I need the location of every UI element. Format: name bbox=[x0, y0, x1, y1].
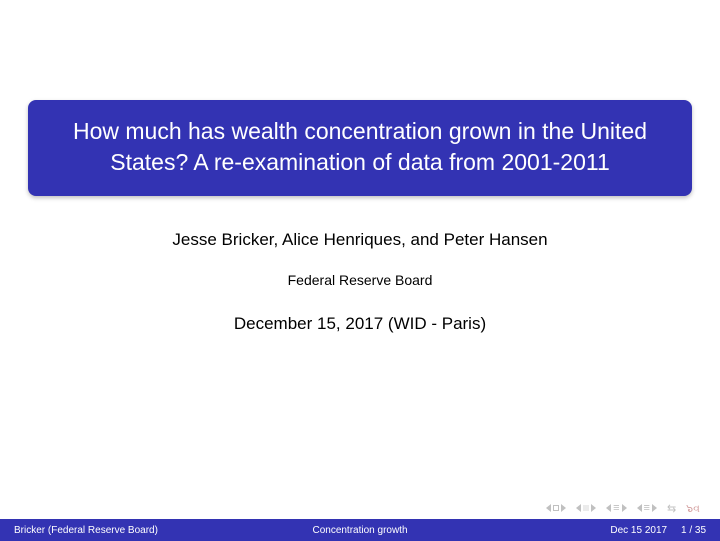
slide: How much has wealth concentration grown … bbox=[0, 0, 720, 541]
nav-back-forward-icon[interactable]: ⇆ bbox=[667, 502, 676, 515]
footer-bar: Bricker (Federal Reserve Board) Concentr… bbox=[0, 519, 720, 541]
footer-author: Bricker (Federal Reserve Board) bbox=[0, 525, 245, 536]
institution: Federal Reserve Board bbox=[0, 272, 720, 288]
page-current: 1 bbox=[681, 525, 687, 536]
beamer-nav-symbols: ≡ ≡ ⇆ ๖વ bbox=[546, 499, 700, 517]
date-venue: December 15, 2017 (WID - Paris) bbox=[0, 314, 720, 334]
slide-content: How much has wealth concentration grown … bbox=[0, 0, 720, 519]
nav-search-icon[interactable]: ๖વ bbox=[686, 499, 700, 517]
slide-title: How much has wealth concentration grown … bbox=[48, 116, 672, 178]
authors: Jesse Bricker, Alice Henriques, and Pete… bbox=[0, 230, 720, 250]
footer-short-title: Concentration growth bbox=[245, 525, 476, 536]
title-block: How much has wealth concentration grown … bbox=[28, 100, 692, 196]
footer-date-page: Dec 15 2017 1 / 35 bbox=[475, 525, 720, 536]
nav-slide-icon[interactable] bbox=[546, 504, 566, 512]
footer-date: Dec 15 2017 bbox=[610, 525, 667, 536]
nav-subsection-icon[interactable]: ≡ bbox=[606, 502, 626, 514]
nav-section-icon[interactable]: ≡ bbox=[637, 502, 657, 514]
nav-frame-icon[interactable] bbox=[576, 504, 596, 512]
page-total: 35 bbox=[695, 525, 706, 536]
